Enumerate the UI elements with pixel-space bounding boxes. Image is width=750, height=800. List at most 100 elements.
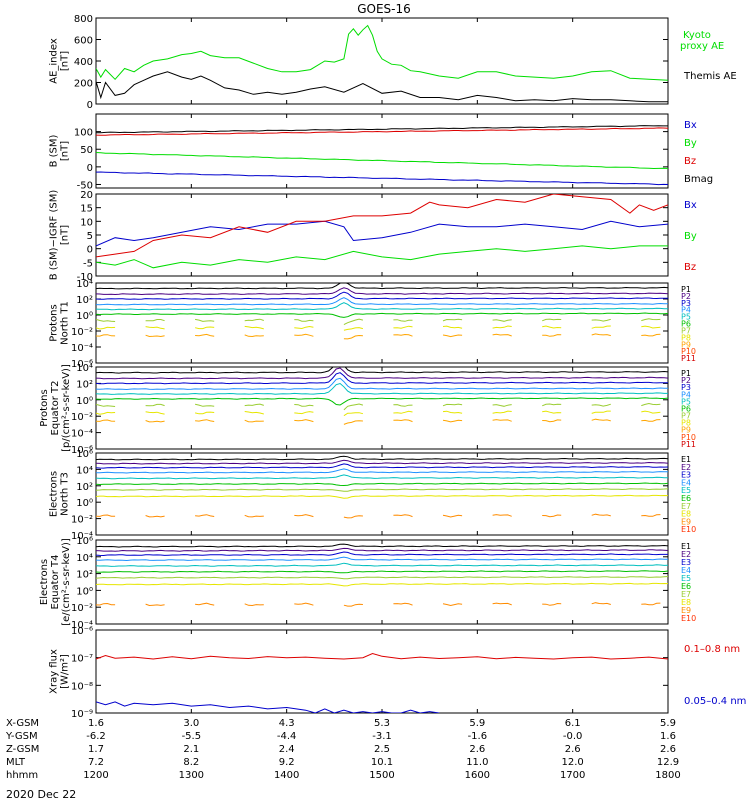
channel-line-e6 — [96, 570, 668, 574]
orbit-value: -6.2 — [86, 731, 106, 742]
series-line-0-1-0-8-nm — [96, 652, 668, 660]
y-tick-label: 10⁶ — [76, 536, 93, 547]
orbit-value: 1400 — [274, 770, 299, 781]
y-axis-label: [W/m²] — [60, 654, 71, 689]
panel-frame — [95, 539, 669, 625]
legend-channel-p8: P8 — [681, 333, 691, 342]
series-line-kyoto-proxy-ae — [96, 24, 668, 81]
channel-line-p8 — [96, 410, 661, 417]
orbit-value: 2.6 — [660, 744, 676, 755]
y-axis-label: Electrons — [49, 471, 60, 517]
channel-line-e8 — [96, 494, 668, 499]
y-axis-label: [nT] — [60, 225, 71, 245]
legend-kyoto: Kyoto — [683, 30, 711, 41]
channel-line-p9 — [96, 333, 661, 340]
channel-line-p4 — [96, 297, 668, 306]
y-axis-label: North T3 — [60, 472, 71, 516]
y-tick-label: 50 — [80, 145, 93, 156]
channel-line-p6 — [96, 397, 668, 406]
channel-line-p7 — [96, 402, 661, 411]
y-tick-label: 10⁻⁴ — [71, 531, 93, 542]
legend-channel-p3: P3 — [681, 383, 691, 392]
orbit-value: 1600 — [465, 770, 490, 781]
legend-channel-e8: E8 — [681, 598, 691, 607]
panel-electrons_t4: 10⁻⁴ 10⁻² 10⁰ 10² 10⁴ 10⁶ Electrons Equator T4[… — [39, 536, 696, 631]
panel-protons_t1: 10⁻⁶ 10⁻⁴ 10⁻² 10⁰ 10² 10⁴ Protons North T1 P1P2… — [49, 279, 697, 370]
panel-frame — [95, 113, 669, 189]
legend-entry: Bx — [684, 200, 697, 211]
panel-data — [96, 543, 668, 607]
orbit-value: 2.4 — [279, 744, 295, 755]
legend-channel-e10: E10 — [681, 525, 696, 534]
y-tick-label: 10⁰ — [76, 498, 93, 509]
orbit-value: 8.2 — [183, 757, 199, 768]
panel-frame — [95, 629, 669, 714]
panel-bdiff: -10 -5 0 5 10 15 20 B (SM)−IGRF (SM) [nT] Bx By Bz — [49, 190, 697, 283]
legend-channel-p9: P9 — [681, 340, 691, 349]
series-line-bx — [96, 220, 668, 247]
y-axis-label: Protons — [39, 389, 50, 426]
y-tick-label: 10⁻² — [71, 412, 93, 423]
y-tick-label: 10⁻⁶ — [71, 359, 93, 370]
legend-channel-e2: E2 — [681, 550, 691, 559]
y-tick-label: 10⁰ — [76, 311, 93, 322]
y-tick-label: 10⁴ — [76, 465, 93, 476]
orbit-value: -1.6 — [468, 731, 488, 742]
channel-line-e1 — [96, 543, 668, 548]
legend-channel-p2: P2 — [681, 376, 691, 385]
y-tick-label: 10⁻⁹ — [71, 709, 93, 720]
legend-channel-e3: E3 — [681, 558, 691, 567]
panel-frame — [95, 17, 669, 105]
channel-line-p6 — [96, 312, 668, 318]
channel-line-p4 — [96, 377, 668, 391]
orbit-value: 9.2 — [279, 757, 295, 768]
legend-channel-p4: P4 — [681, 390, 691, 399]
orbit-value: 1.7 — [88, 744, 104, 755]
y-tick-label: 10² — [76, 295, 93, 306]
orbit-row-label: MLT — [6, 757, 26, 768]
y-tick-label: 10⁻⁶ — [71, 445, 93, 456]
time-axis-group: X-GSM Y-GSM Z-GSM MLT hhmm 1.6 -6.2 1.7 7.2 1200 3… — [5, 718, 681, 781]
y-tick-label: 600 — [74, 36, 93, 47]
orbit-value: 5.9 — [660, 718, 676, 729]
channel-line-e6 — [96, 482, 668, 487]
panel-data — [96, 367, 668, 425]
panel-xray: 10⁻⁹ 10⁻⁸ 10⁻⁷ 10⁻⁶ Xray flux [W/m²] 0.1–0.8 n… — [49, 626, 747, 720]
channel-line-e2 — [96, 547, 668, 552]
orbit-value: 1.6 — [660, 731, 676, 742]
panel-data — [96, 24, 668, 103]
y-tick-label: 10⁶ — [76, 449, 93, 460]
legend-channel-e5: E5 — [681, 574, 691, 583]
legend-channel-e4: E4 — [681, 566, 691, 575]
y-axis-label: Equator T4 — [50, 555, 61, 610]
series-line-bz — [96, 127, 668, 136]
date-label: 2020 Dec 22 — [6, 788, 76, 800]
series-line-bz — [96, 194, 668, 258]
legend-channel-p6: P6 — [681, 404, 691, 413]
legend-xray-long: 0.1–0.8 nm — [684, 644, 740, 655]
channel-line-e9 — [96, 602, 661, 607]
y-axis-label: [nT] — [60, 141, 71, 161]
y-tick-label: 5 — [87, 231, 93, 242]
orbit-value: 2.5 — [374, 744, 390, 755]
channel-line-e5 — [96, 474, 668, 480]
y-axis-label: Xray flux — [49, 649, 60, 694]
y-tick-label: -5 — [83, 258, 93, 269]
panel-data — [96, 125, 668, 186]
legend-channel-e9: E9 — [681, 606, 691, 615]
y-tick-label: 10⁻⁴ — [71, 343, 93, 354]
channel-line-p5 — [96, 302, 668, 311]
legend-channel-e2: E2 — [681, 463, 691, 472]
legend-channel-e9: E9 — [681, 517, 691, 526]
legend-channel-p11: P11 — [681, 440, 696, 449]
legend-channel-e8: E8 — [681, 510, 691, 519]
series-line-themis-ae — [96, 71, 668, 103]
channel-line-p8 — [96, 325, 661, 331]
legend-channel-e5: E5 — [681, 486, 691, 495]
y-axis-label: Electrons — [39, 559, 50, 605]
channel-line-p3 — [96, 291, 668, 300]
legend-channel-p10: P10 — [681, 347, 696, 356]
orbit-value: 7.2 — [88, 757, 104, 768]
orbit-value: 2.6 — [469, 744, 485, 755]
